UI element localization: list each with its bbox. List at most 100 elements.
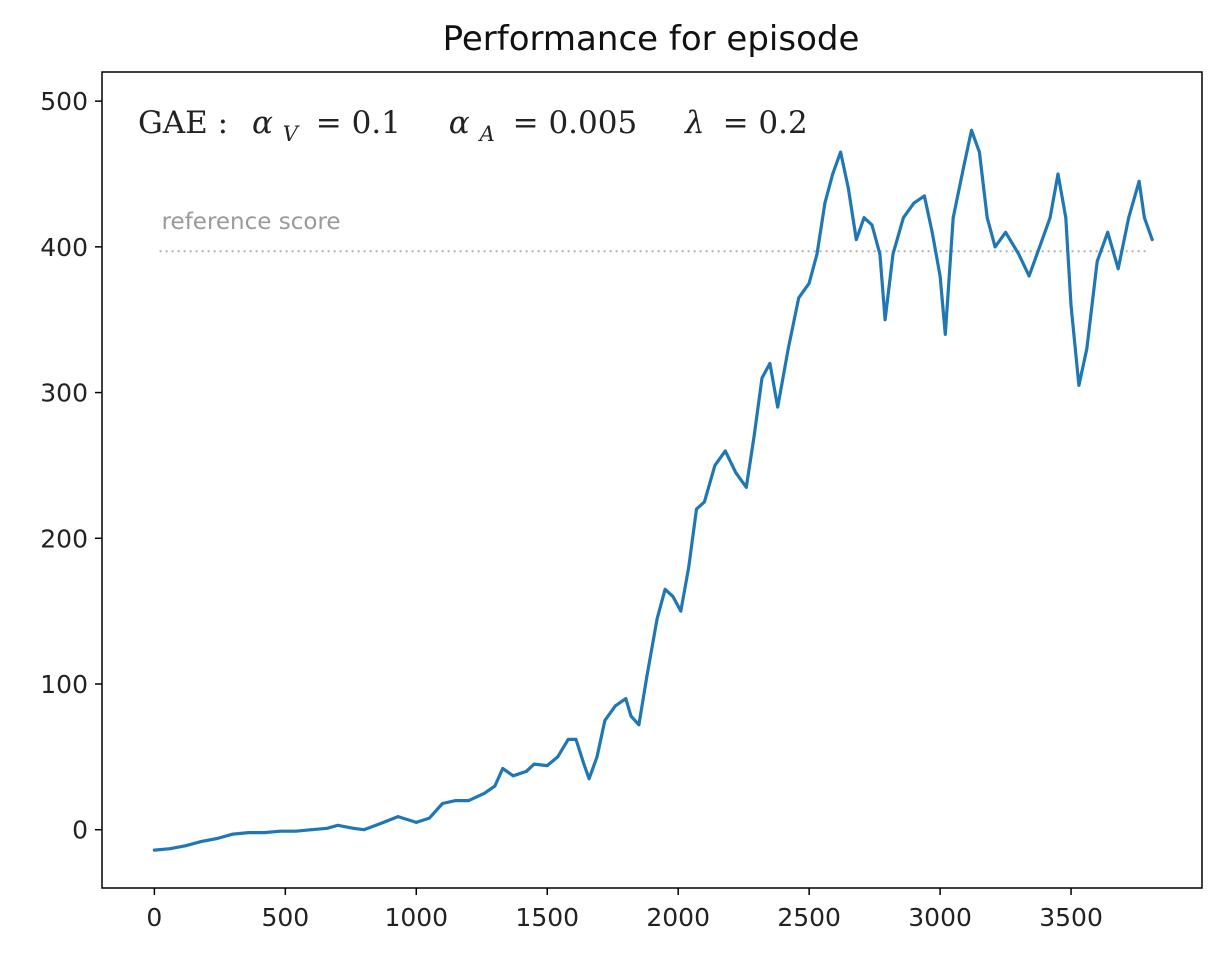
data-point-97 — [1143, 216, 1146, 220]
data-point-60 — [823, 201, 827, 205]
data-point-59 — [815, 252, 819, 256]
data-point-24 — [501, 767, 505, 770]
data-point-9 — [294, 829, 298, 833]
data-point-39 — [637, 723, 641, 727]
data-point-79 — [978, 150, 981, 154]
data-point-73 — [930, 230, 934, 234]
x-tick-label-2000: 2000 — [646, 903, 710, 932]
data-point-25 — [511, 774, 515, 778]
data-point-35 — [603, 719, 607, 722]
alpha-v-subscript: V — [283, 122, 300, 146]
data-point-8 — [278, 829, 282, 833]
data-point-30 — [566, 738, 570, 741]
y-tick-label-400: 400 — [40, 233, 88, 262]
y-tick-label-0: 0 — [72, 816, 88, 845]
data-point-49 — [723, 449, 727, 453]
data-point-33 — [587, 777, 591, 781]
data-point-94 — [1116, 267, 1120, 271]
data-point-17 — [414, 821, 418, 824]
data-point-34 — [595, 755, 599, 759]
y-tick-label-500: 500 — [40, 87, 88, 116]
data-point-67 — [878, 252, 882, 256]
lambda-symbol: λ — [683, 105, 705, 141]
data-point-47 — [703, 500, 706, 504]
data-point-23 — [493, 784, 497, 788]
data-point-31 — [574, 738, 578, 741]
data-point-40 — [645, 675, 649, 679]
hyperparameter-annotation: GAE : α V = 0.1 α A = 0.005 λ = 0.2 — [138, 105, 808, 149]
data-point-87 — [1056, 172, 1060, 176]
data-point-3 — [200, 840, 203, 843]
data-point-16 — [396, 815, 400, 818]
data-point-93 — [1106, 230, 1110, 234]
data-point-62 — [839, 150, 842, 154]
data-point-29 — [556, 755, 560, 759]
annotation-prefix: GAE : — [138, 105, 228, 141]
data-point-4 — [215, 837, 219, 840]
y-tick-label-100: 100 — [40, 670, 88, 699]
data-point-86 — [1048, 216, 1052, 220]
data-point-98 — [1150, 238, 1154, 242]
data-point-81 — [993, 245, 997, 249]
data-point-68 — [883, 318, 887, 322]
data-point-27 — [532, 762, 536, 766]
data-point-83 — [1017, 252, 1021, 256]
data-point-28 — [545, 764, 549, 767]
x-tick-label-3000: 3000 — [908, 903, 972, 932]
data-point-44 — [679, 609, 683, 613]
data-point-76 — [951, 216, 955, 220]
reference-score: reference score — [159, 209, 1150, 253]
data-point-96 — [1137, 179, 1141, 183]
data-point-22 — [483, 791, 486, 795]
data-point-55 — [776, 405, 780, 409]
plot-frame — [101, 71, 1203, 889]
data-point-52 — [752, 434, 756, 438]
alpha-v-value: = 0.1 — [316, 105, 401, 141]
data-point-65 — [862, 216, 866, 220]
data-point-84 — [1027, 274, 1031, 278]
alpha-a-value: = 0.005 — [513, 105, 638, 141]
data-point-7 — [263, 831, 266, 834]
data-point-36 — [613, 704, 617, 708]
data-point-0 — [153, 848, 156, 852]
data-point-26 — [524, 770, 528, 773]
data-point-89 — [1069, 303, 1073, 307]
data-point-61 — [831, 172, 835, 176]
data-point-15 — [378, 822, 381, 826]
reference-score-label: reference score — [162, 209, 341, 235]
alpha-a-symbol: α — [449, 105, 470, 141]
data-point-92 — [1095, 260, 1099, 263]
x-tick-label-3500: 3500 — [1039, 903, 1103, 932]
data-point-57 — [797, 296, 801, 300]
data-point-42 — [663, 587, 667, 591]
data-point-82 — [1004, 230, 1007, 234]
x-axis: 0 500 1000 1500 2000 2500 3000 3500 — [146, 888, 1103, 932]
data-point-10 — [310, 828, 313, 832]
data-point-54 — [768, 362, 772, 365]
lambda-value: = 0.2 — [723, 105, 808, 141]
data-point-21 — [467, 799, 471, 802]
data-point-50 — [734, 471, 738, 475]
data-point-5 — [231, 832, 235, 836]
data-point-75 — [943, 332, 947, 336]
series-group — [152, 128, 1154, 852]
plot-area — [101, 71, 1203, 889]
data-point-63 — [847, 187, 850, 191]
data-point-66 — [870, 223, 874, 227]
data-point-32 — [582, 762, 586, 766]
data-point-12 — [336, 823, 340, 827]
data-point-37 — [624, 697, 628, 700]
alpha-a-subscript: A — [478, 122, 495, 146]
data-point-64 — [854, 238, 858, 242]
data-point-74 — [938, 274, 942, 278]
data-point-2 — [184, 844, 188, 848]
data-point-11 — [325, 826, 329, 830]
data-point-6 — [247, 831, 251, 834]
data-point-91 — [1085, 347, 1089, 351]
x-tick-label-2500: 2500 — [777, 903, 841, 932]
data-point-90 — [1077, 383, 1081, 387]
chart-title: Performance for episode — [443, 19, 860, 59]
data-point-80 — [985, 216, 989, 220]
x-tick-label-0: 0 — [146, 903, 162, 932]
